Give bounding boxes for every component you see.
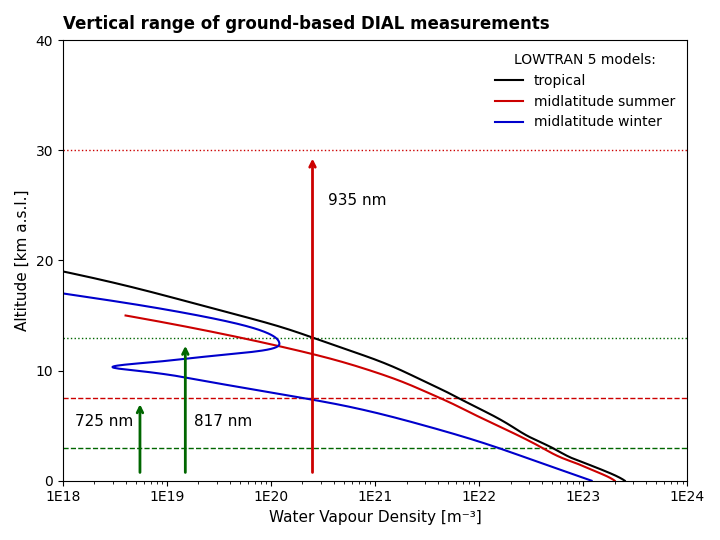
midlatitude summer bbox=[204, 328, 212, 334]
Legend: tropical, midlatitude summer, midlatitude winter: tropical, midlatitude summer, midlatitud… bbox=[490, 47, 680, 135]
Text: 725 nm: 725 nm bbox=[75, 414, 133, 429]
tropical bbox=[345, 347, 354, 354]
tropical bbox=[619, 477, 628, 483]
midlatitude winter bbox=[588, 477, 596, 484]
Text: Vertical range of ground-based DIAL measurements: Vertical range of ground-based DIAL meas… bbox=[63, 15, 549, 33]
midlatitude summer bbox=[121, 312, 130, 319]
tropical bbox=[158, 292, 167, 298]
Line: tropical: tropical bbox=[9, 260, 625, 481]
X-axis label: Water Vapour Density [m⁻³]: Water Vapour Density [m⁻³] bbox=[269, 510, 482, 525]
midlatitude winter bbox=[12, 284, 21, 290]
midlatitude summer bbox=[400, 379, 408, 386]
Line: midlatitude winter: midlatitude winter bbox=[0, 40, 592, 481]
midlatitude summer bbox=[611, 477, 619, 484]
tropical bbox=[332, 343, 341, 349]
Line: midlatitude summer: midlatitude summer bbox=[125, 315, 615, 481]
midlatitude summer bbox=[392, 376, 401, 383]
midlatitude summer bbox=[401, 380, 410, 386]
midlatitude summer bbox=[253, 338, 262, 345]
midlatitude winter bbox=[456, 433, 464, 439]
midlatitude winter bbox=[119, 299, 127, 306]
Text: 817 nm: 817 nm bbox=[194, 414, 252, 429]
tropical bbox=[102, 278, 111, 284]
tropical bbox=[343, 346, 351, 353]
Y-axis label: Altitude [km a.s.l.]: Altitude [km a.s.l.] bbox=[15, 190, 30, 331]
tropical bbox=[4, 257, 13, 264]
tropical bbox=[621, 477, 629, 484]
Text: 935 nm: 935 nm bbox=[328, 193, 386, 208]
midlatitude summer bbox=[610, 477, 618, 483]
